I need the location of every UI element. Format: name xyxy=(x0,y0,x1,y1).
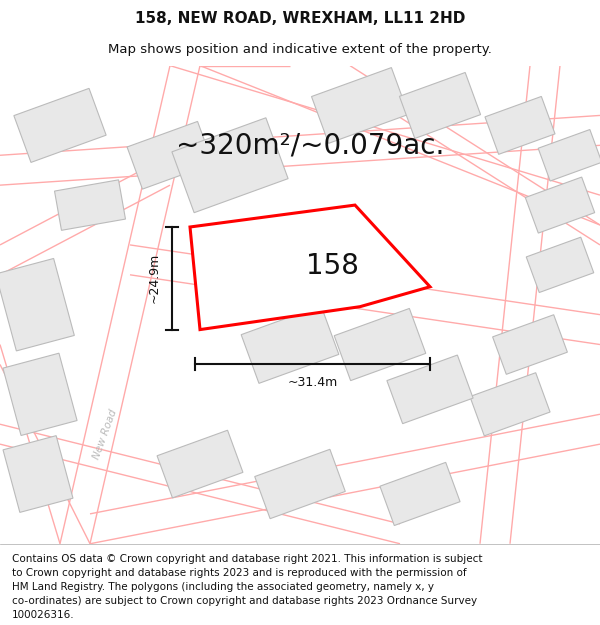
Text: New Road: New Road xyxy=(241,239,269,291)
Polygon shape xyxy=(0,259,74,351)
Text: 100026316.: 100026316. xyxy=(12,611,74,621)
Polygon shape xyxy=(493,315,568,374)
Text: 158: 158 xyxy=(305,252,358,280)
Polygon shape xyxy=(127,121,213,189)
Polygon shape xyxy=(55,180,125,231)
Text: to Crown copyright and database rights 2023 and is reproduced with the permissio: to Crown copyright and database rights 2… xyxy=(12,568,467,578)
Text: Contains OS data © Crown copyright and database right 2021. This information is : Contains OS data © Crown copyright and d… xyxy=(12,554,482,564)
Polygon shape xyxy=(485,96,555,154)
Polygon shape xyxy=(470,372,550,436)
Text: ~31.4m: ~31.4m xyxy=(287,376,338,389)
Polygon shape xyxy=(3,436,73,512)
Polygon shape xyxy=(311,68,409,143)
Text: New Road: New Road xyxy=(91,408,119,461)
Polygon shape xyxy=(241,306,339,383)
Text: ~24.9m: ~24.9m xyxy=(148,253,161,303)
Polygon shape xyxy=(157,430,243,498)
Polygon shape xyxy=(387,355,473,424)
Text: Map shows position and indicative extent of the property.: Map shows position and indicative extent… xyxy=(108,42,492,56)
Text: ~320m²/~0.079ac.: ~320m²/~0.079ac. xyxy=(176,131,444,159)
Polygon shape xyxy=(259,224,362,306)
Polygon shape xyxy=(380,462,460,526)
Polygon shape xyxy=(190,205,430,329)
Text: HM Land Registry. The polygons (including the associated geometry, namely x, y: HM Land Registry. The polygons (includin… xyxy=(12,582,434,592)
Polygon shape xyxy=(526,237,594,292)
Polygon shape xyxy=(255,449,345,519)
Polygon shape xyxy=(172,118,288,212)
Polygon shape xyxy=(538,129,600,181)
Polygon shape xyxy=(400,72,481,139)
Polygon shape xyxy=(3,353,77,436)
Polygon shape xyxy=(14,88,106,162)
Polygon shape xyxy=(526,177,595,233)
Polygon shape xyxy=(334,309,426,381)
Text: co-ordinates) are subject to Crown copyright and database rights 2023 Ordnance S: co-ordinates) are subject to Crown copyr… xyxy=(12,596,477,606)
Text: 158, NEW ROAD, WREXHAM, LL11 2HD: 158, NEW ROAD, WREXHAM, LL11 2HD xyxy=(135,11,465,26)
